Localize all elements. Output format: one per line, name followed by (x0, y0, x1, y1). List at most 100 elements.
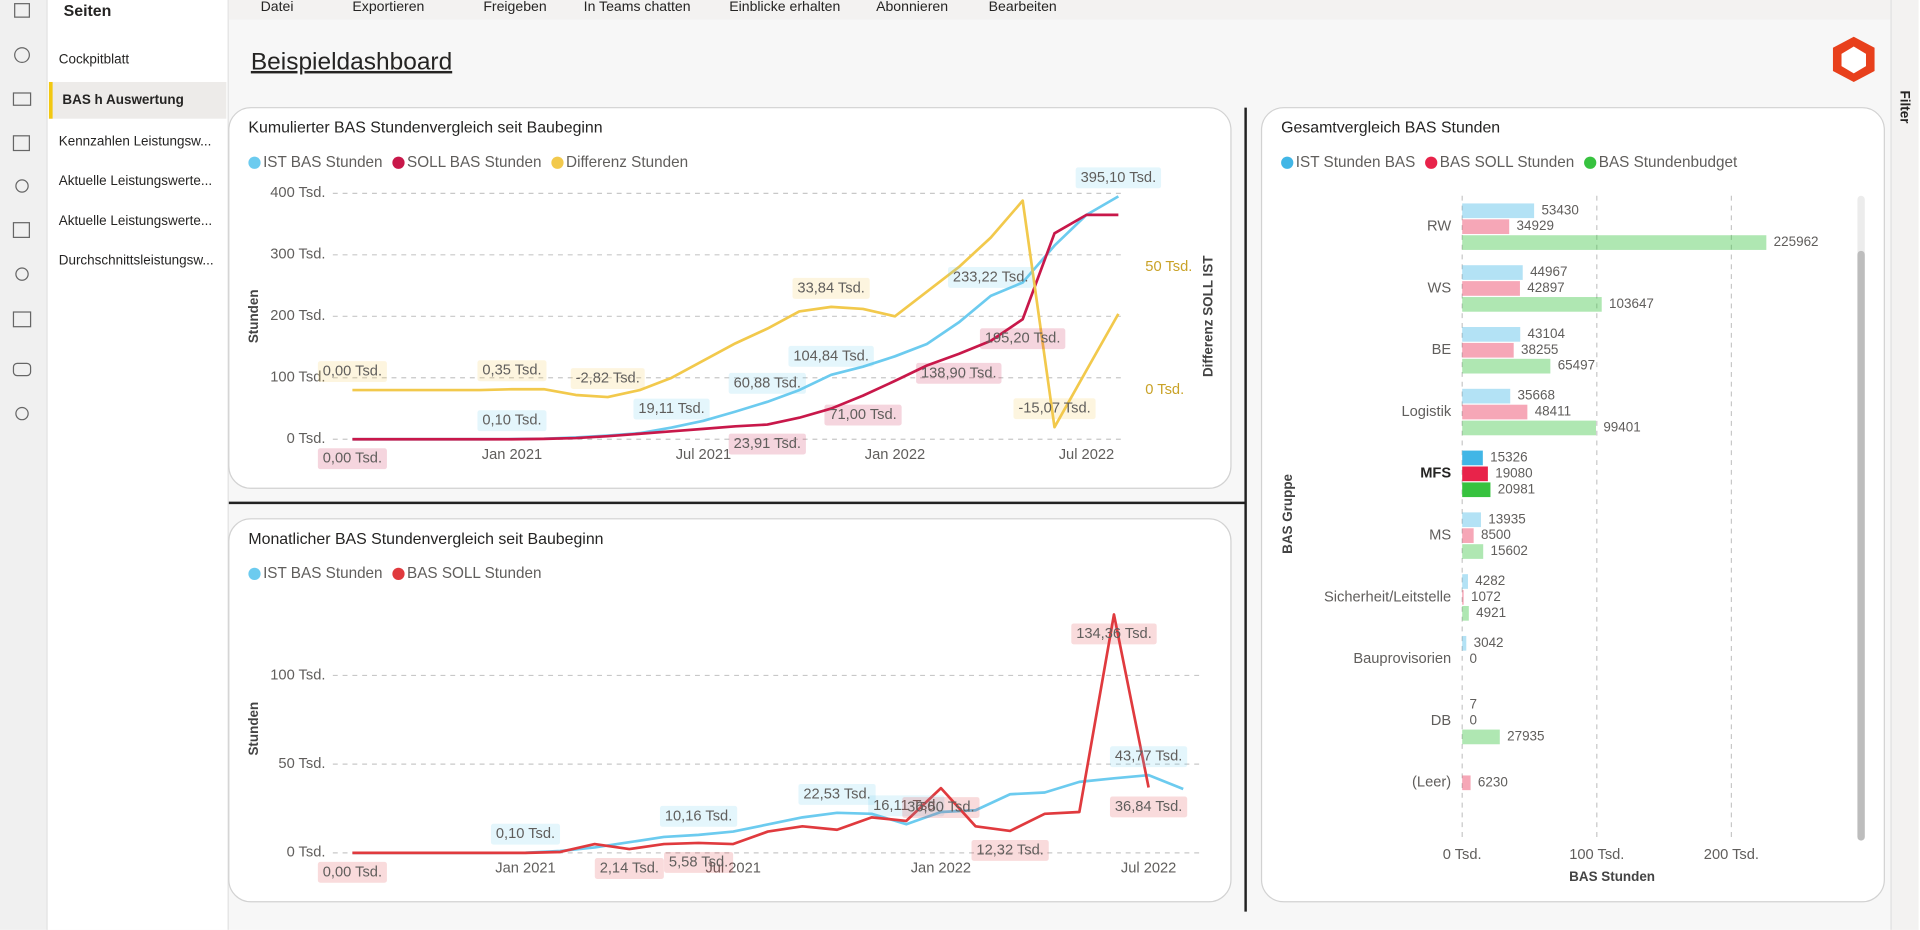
data-label-bg (798, 783, 876, 805)
legend-label: Differenz Stunden (566, 154, 688, 171)
data-label: 5,58 Tsd. (669, 854, 728, 870)
series-line (352, 213, 1119, 441)
data-label: 0,10 Tsd. (496, 826, 555, 842)
data-label: 0,10 Tsd. (482, 413, 541, 429)
data-label-bg (659, 805, 738, 827)
data-label: 12,32 Tsd. (976, 842, 1043, 858)
data-label-bg (979, 328, 1066, 350)
bar (1462, 635, 1467, 651)
apps-icon[interactable] (12, 222, 30, 238)
page-item[interactable]: BAS h Auswertung (48, 81, 227, 119)
data-label: 65497 (1558, 358, 1595, 373)
people-icon[interactable] (15, 406, 29, 421)
bar (1462, 281, 1520, 296)
chart-title: Gesamtvergleich BAS Stunden (1281, 120, 1500, 137)
y-axis-title: Stunden (246, 289, 261, 343)
data-label-bg (728, 433, 806, 455)
bar (1462, 235, 1767, 250)
data-label: 1072 (1471, 589, 1501, 604)
data-label: 42897 (1527, 280, 1564, 295)
logo-inner (1841, 46, 1866, 74)
legend-marker (1425, 156, 1438, 169)
data-label-bg (317, 861, 387, 883)
filter-label[interactable]: Filter (1896, 90, 1912, 124)
data-label: 35668 (1518, 388, 1555, 403)
bar (1462, 512, 1481, 528)
bar (1462, 203, 1535, 219)
deploy-icon[interactable] (12, 362, 32, 377)
y-axis-title: BAS Gruppe (1280, 473, 1295, 553)
data-label: 0,00 Tsd. (323, 864, 382, 880)
data-label: 19,11 Tsd. (638, 401, 704, 417)
data-label: 3042 (1474, 635, 1504, 650)
page-item[interactable]: Kennzahlen Leistungsw... (58, 134, 212, 150)
toolbar-item[interactable]: Einblicke erhalten (729, 0, 841, 15)
bar (1462, 482, 1491, 498)
x-tick-label: Jul 2021 (705, 861, 760, 877)
x-tick-label: Jan 2022 (865, 447, 925, 463)
bar (1462, 466, 1488, 482)
legend-marker (551, 156, 564, 169)
data-label-bg (490, 823, 561, 845)
y-tick-label: 200 Tsd. (270, 308, 325, 324)
pages-title: Seiten (63, 1, 112, 20)
data-label-bg (317, 361, 387, 383)
y-tick-label: 100 Tsd. (270, 667, 325, 683)
page-item[interactable]: Cockpitblatt (58, 52, 130, 68)
data-label: 38255 (1521, 342, 1558, 357)
legend-label: BAS SOLL Stunden (407, 565, 542, 582)
data-label: 48411 (1535, 404, 1571, 419)
data-label-bg (633, 398, 710, 420)
data-label-bg (728, 372, 806, 394)
legend-marker (1584, 156, 1597, 169)
panel (1260, 107, 1885, 903)
chart-title: Kumulierter BAS Stundenvergleich seit Ba… (248, 120, 602, 137)
series-line (352, 199, 1120, 429)
category-label: WS (1428, 280, 1452, 296)
toolbar-item[interactable]: Abonnieren (876, 0, 949, 15)
data-label: 43,77 Tsd. (1115, 749, 1182, 765)
chart: Monatlicher BAS Stundenvergleich seit Ba… (228, 518, 1232, 903)
y-axis-title: Stunden (246, 702, 261, 756)
data-label: 36,84 Tsd. (1115, 799, 1182, 815)
category-label: MS (1429, 528, 1451, 544)
x-tick-label: 100 Tsd. (1569, 847, 1624, 863)
page-item[interactable]: Aktuelle Leistungswerte... (58, 214, 213, 229)
data-label: 103647 (1609, 296, 1654, 311)
data-label-bg (824, 404, 902, 426)
home-icon[interactable] (14, 3, 30, 18)
x-axis-title: BAS Stunden (1569, 869, 1655, 884)
toolbar-item[interactable]: Exportieren (352, 0, 425, 15)
page-item[interactable]: Durchschnittsleistungsw... (58, 253, 214, 268)
legend-label: BAS SOLL Stunden (1440, 154, 1575, 171)
create-icon[interactable] (14, 47, 30, 64)
page-item[interactable]: Aktuelle Leistungswerte... (58, 173, 213, 189)
toolbar-item[interactable]: Bearbeiten (988, 0, 1057, 15)
bar (1462, 605, 1469, 621)
y-tick-label: 400 Tsd. (270, 185, 325, 201)
category-label: Bauprovisorien (1353, 651, 1451, 667)
data-label: 6230 (1478, 774, 1508, 789)
bar (1462, 327, 1521, 342)
toolbar-item[interactable]: In Teams chatten (583, 0, 691, 15)
bar (1462, 297, 1602, 312)
data-label: 0 (1470, 651, 1477, 666)
data-label: 225962 (1774, 234, 1819, 249)
x-tick-label: Jan 2021 (482, 447, 542, 463)
learn-icon[interactable] (15, 267, 29, 281)
workspace-icon[interactable] (12, 311, 32, 328)
goals-icon[interactable] (15, 179, 29, 193)
data-label-bg (317, 448, 387, 470)
toolbar-item[interactable]: Datei (260, 0, 294, 15)
legend-label: IST BAS Stunden (263, 154, 383, 171)
data-label: 138,90 Tsd. (921, 365, 997, 381)
browse-icon[interactable] (12, 92, 32, 106)
x-tick-label: Jul 2022 (1059, 447, 1114, 463)
toolbar-item[interactable]: Freigeben (483, 0, 547, 15)
dashboard-title: Beispieldashboard (250, 48, 453, 76)
data-label-bg (570, 368, 645, 389)
panel (228, 518, 1232, 903)
data-icon[interactable] (12, 135, 30, 152)
data-label: 195,20 Tsd. (985, 331, 1061, 347)
y-tick-label: 100 Tsd. (270, 370, 325, 386)
